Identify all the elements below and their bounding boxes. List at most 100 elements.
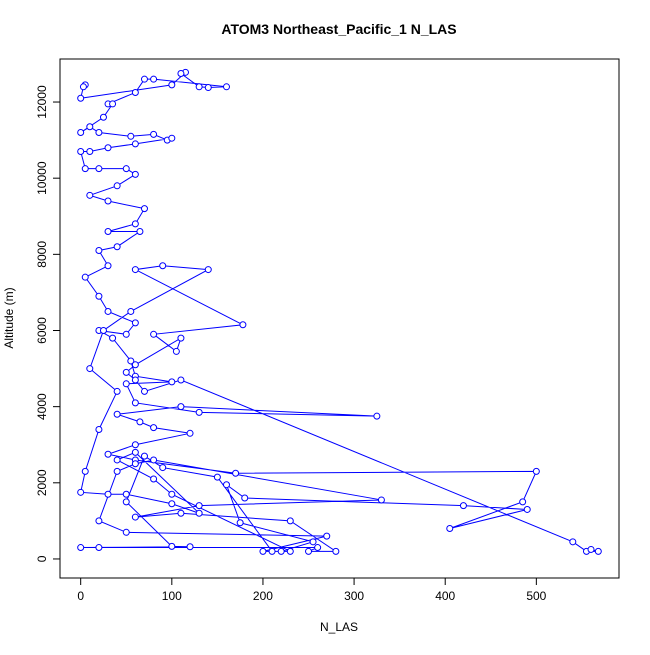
data-point [113, 467, 121, 475]
data-point [332, 547, 340, 555]
data-point [86, 148, 94, 156]
data-point [259, 547, 267, 555]
data-point [204, 84, 212, 92]
data-point [140, 75, 148, 83]
data-point [186, 543, 194, 551]
data-point [150, 130, 158, 138]
data-point [131, 220, 139, 228]
data-point [519, 498, 527, 506]
data-point [594, 547, 602, 555]
data-point [150, 456, 158, 464]
data-point [150, 75, 158, 83]
data-point [186, 429, 194, 437]
data-point [77, 148, 85, 156]
data-point [131, 319, 139, 327]
data-point [81, 467, 89, 475]
data-point [77, 128, 85, 136]
data-point [86, 191, 94, 199]
data-point [86, 123, 94, 131]
data-point [122, 368, 130, 376]
x-tick-label: 300 [344, 589, 364, 603]
data-point [150, 330, 158, 338]
data-point [109, 334, 117, 342]
data-point [131, 140, 139, 148]
data-point [95, 128, 103, 136]
data-point [122, 498, 130, 506]
data-point [77, 544, 85, 552]
data-point [77, 94, 85, 102]
data-point [99, 113, 107, 121]
data-point [172, 347, 180, 355]
data-point [77, 488, 85, 496]
data-point [122, 330, 130, 338]
data-point [177, 69, 185, 77]
data-point [177, 403, 185, 411]
data-point [168, 134, 176, 142]
plot-frame [59, 58, 620, 579]
x-tick-label: 200 [253, 589, 273, 603]
data-point [136, 227, 144, 235]
data-point [377, 496, 385, 504]
data-point [195, 408, 203, 416]
data-point [446, 524, 454, 532]
data-point [168, 81, 176, 89]
data-point [236, 519, 244, 527]
data-point [286, 547, 294, 555]
data-point [150, 424, 158, 432]
data-point [213, 473, 221, 481]
data-point [95, 165, 103, 173]
data-point [104, 307, 112, 315]
data-point [150, 475, 158, 483]
data-point [277, 547, 285, 555]
data-point [113, 410, 121, 418]
data-point [131, 89, 139, 97]
data-point [131, 460, 139, 468]
data-point [113, 387, 121, 395]
data-point [286, 517, 294, 525]
data-point [86, 365, 94, 373]
data-point [239, 321, 247, 329]
y-tick-label: 12000 [35, 85, 49, 119]
data-point [122, 165, 130, 173]
y-tick-label: 2000 [35, 469, 49, 496]
data-point [127, 132, 135, 140]
y-tick-label: 6000 [35, 317, 49, 344]
data-point [99, 326, 107, 334]
data-point [104, 227, 112, 235]
data-point [314, 544, 322, 552]
data-point [140, 205, 148, 213]
data-point [569, 538, 577, 546]
data-point [136, 418, 144, 426]
x-tick-label: 400 [435, 589, 455, 603]
data-point [104, 144, 112, 152]
data-point [104, 262, 112, 270]
data-point [195, 502, 203, 510]
data-point [95, 425, 103, 433]
data-point [113, 456, 121, 464]
data-point [122, 380, 130, 388]
data-point [131, 266, 139, 274]
data-point [140, 452, 148, 460]
data-point [104, 450, 112, 458]
x-axis-label: N_LAS [320, 620, 358, 634]
data-point [104, 197, 112, 205]
data-point [168, 378, 176, 386]
x-tick-label: 100 [162, 589, 182, 603]
y-tick-label: 10000 [35, 161, 49, 195]
data-point [81, 165, 89, 173]
data-point [373, 412, 381, 420]
y-tick-label: 4000 [35, 393, 49, 420]
data-point [127, 307, 135, 315]
data-point [104, 490, 112, 498]
x-tick-label: 0 [77, 589, 84, 603]
data-point [168, 490, 176, 498]
data-point [587, 545, 595, 553]
data-point [131, 361, 139, 369]
data-point [131, 441, 139, 449]
data-point [95, 544, 103, 552]
data-point [177, 376, 185, 384]
data-point [168, 500, 176, 508]
data-point [122, 490, 130, 498]
data-point [113, 243, 121, 251]
